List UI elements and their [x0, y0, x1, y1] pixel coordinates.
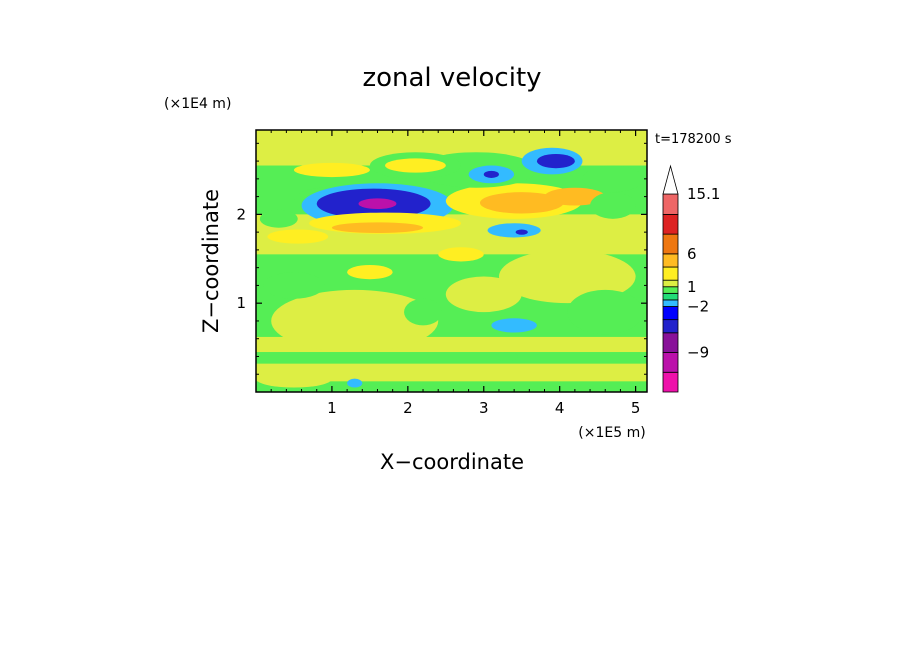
colorbar-label-2: 1: [687, 278, 697, 296]
x-tick-label-4: 5: [631, 399, 641, 417]
y-axis-label: Z−coordinate: [199, 189, 223, 333]
plot-frame: [255, 129, 648, 393]
colorbar: [662, 164, 679, 393]
field-contour-29: [590, 192, 636, 219]
field-contour-5: [404, 298, 443, 326]
colorbar-label-3: −2: [687, 297, 709, 315]
x-tick-label-2: 3: [479, 399, 489, 417]
x-tick-label-0: 1: [327, 399, 337, 417]
x-axis-ticks: 1 2 3 4 5: [270, 130, 641, 417]
colorbar-swatch-11: [662, 233, 679, 255]
field-contour-9: [438, 247, 484, 262]
field-contour-20: [487, 223, 541, 238]
field-contour-18: [544, 187, 606, 206]
field-contour-30: [293, 162, 370, 178]
field-band-0: [256, 381, 647, 392]
colorbar-swatch-4: [662, 306, 679, 321]
field-contour-0: [271, 289, 439, 353]
field-contour-31: [259, 209, 298, 228]
field-contour-7: [267, 229, 329, 244]
field-contour-25: [483, 170, 499, 178]
colorbar-swatch-6: [662, 292, 679, 301]
field-contour-1: [498, 249, 636, 304]
x-unit-label: (×1E5 m): [578, 425, 645, 441]
field-contour-3: [567, 289, 644, 335]
x-tick-label-1: 2: [403, 399, 413, 417]
field-contour-4: [263, 272, 325, 299]
field-contour-6: [491, 318, 537, 333]
field-contour-21: [515, 229, 528, 235]
colorbar-label-4: −9: [687, 344, 709, 362]
y-tick-label-0: 1: [236, 294, 246, 312]
colorbar-swatch-13: [662, 193, 679, 215]
field-band-2: [256, 352, 647, 364]
field-contour-27: [536, 153, 575, 169]
field-contour-2: [445, 276, 522, 313]
colorbar-labels: 15.1 6 1−2 −9: [687, 185, 720, 362]
colorbar-swatch-7: [662, 286, 679, 294]
y-axis-ticks: 12: [236, 142, 647, 375]
field-contour-23: [385, 158, 446, 173]
colorbar-label-1: 6: [687, 245, 697, 263]
colorbar-extend-triangle: [662, 164, 679, 195]
colorbar-swatch-0: [662, 371, 679, 393]
x-axis-label: X−coordinate: [380, 450, 524, 474]
velocity-field: [256, 130, 647, 392]
colorbar-swatch-3: [662, 319, 679, 334]
time-label: t=178200 s: [655, 132, 732, 147]
colorbar-swatch-2: [662, 332, 679, 353]
y-unit-label: (×1E4 m): [164, 96, 231, 112]
colorbar-swatch-8: [662, 279, 679, 288]
colorbar-swatch-9: [662, 266, 679, 281]
field-band-1: [256, 363, 647, 382]
field-contour-13: [358, 198, 397, 210]
field-contour-33: [347, 378, 363, 388]
field-contour-32: [256, 369, 332, 388]
colorbar-swatch-10: [662, 253, 679, 268]
colorbar-swatch-5: [662, 299, 679, 307]
field-contour-15: [331, 222, 424, 234]
y-tick-label-1: 2: [236, 205, 246, 223]
field-contour-34: [495, 352, 518, 361]
field-contour-8: [347, 264, 393, 280]
colorbar-label-0: 15.1: [687, 185, 720, 203]
field-contour-17: [479, 192, 564, 214]
colorbar-swatch-1: [662, 352, 679, 373]
colorbar-swatch-12: [662, 213, 679, 235]
x-tick-label-3: 4: [555, 399, 565, 417]
chart-title: zonal velocity: [362, 63, 541, 93]
field-contour-28: [582, 165, 644, 193]
